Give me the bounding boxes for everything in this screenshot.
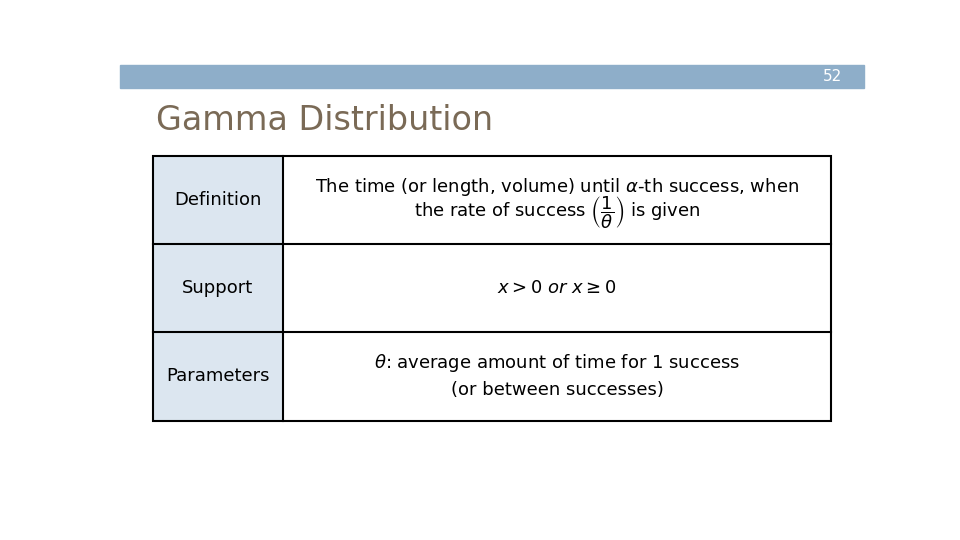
Bar — [153, 244, 283, 332]
Text: Gamma Distribution: Gamma Distribution — [156, 104, 493, 137]
Bar — [120, 65, 864, 88]
Text: $\theta$: average amount of time for 1 success: $\theta$: average amount of time for 1 s… — [374, 352, 740, 374]
Bar — [153, 332, 283, 421]
Bar — [153, 156, 283, 244]
Text: Support: Support — [182, 279, 253, 297]
Text: $x > 0$ $\mathit{or}$ $x \geq 0$: $x > 0$ $\mathit{or}$ $x \geq 0$ — [497, 279, 616, 297]
Text: The time (or length, volume) until $\alpha$-th success, when: The time (or length, volume) until $\alp… — [315, 176, 799, 198]
Text: the rate of success $\left(\dfrac{1}{\theta}\right)$ is given: the rate of success $\left(\dfrac{1}{\th… — [414, 195, 701, 231]
Bar — [153, 156, 831, 421]
Text: Definition: Definition — [174, 191, 261, 209]
Text: (or between successes): (or between successes) — [450, 381, 663, 399]
Text: Parameters: Parameters — [166, 367, 270, 386]
Text: 52: 52 — [823, 69, 842, 84]
